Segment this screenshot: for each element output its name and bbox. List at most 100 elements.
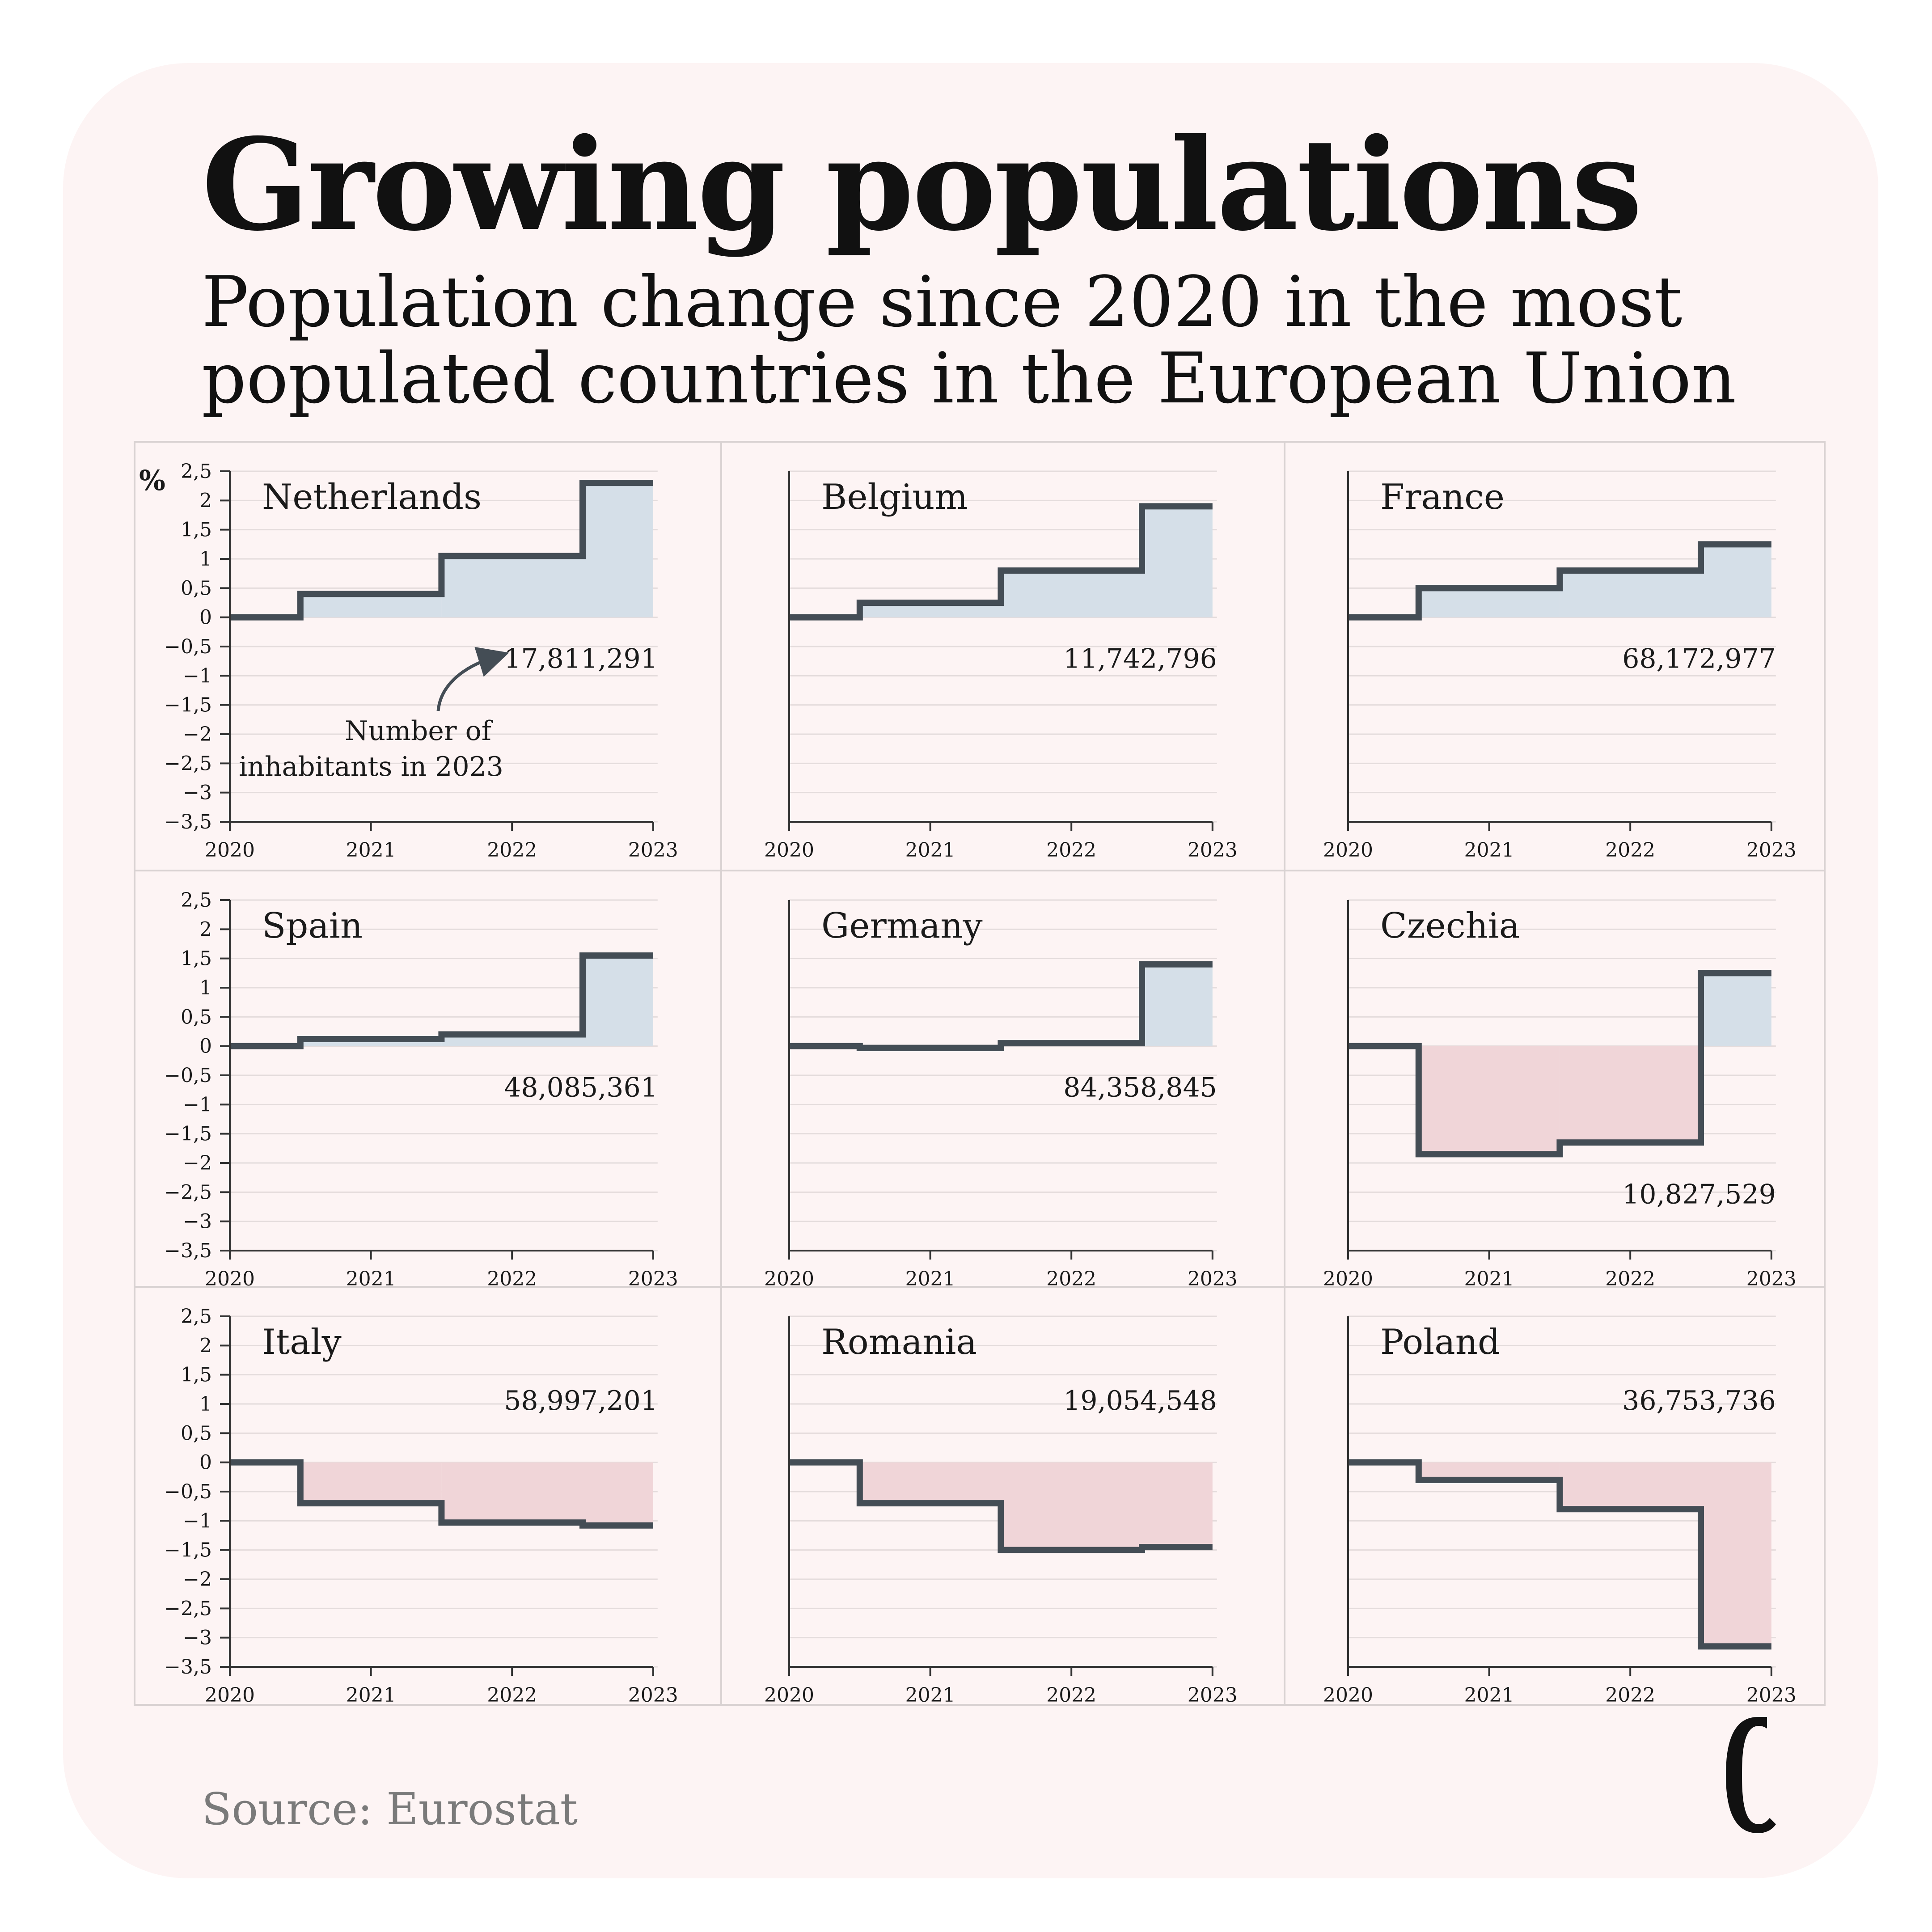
area-segment — [583, 955, 653, 1046]
y-tick-label: 0 — [199, 1035, 212, 1058]
x-tick-label: 2021 — [905, 1684, 955, 1707]
x-tick-label: 2020 — [764, 1268, 814, 1290]
y-tick-label: −2 — [183, 723, 212, 746]
area-segment — [1001, 571, 1142, 617]
y-tick-label: −3,5 — [164, 1656, 212, 1678]
x-tick-label: 2023 — [1746, 839, 1797, 862]
y-tick-label: −2,5 — [164, 1181, 212, 1204]
y-tick-label: 1 — [199, 548, 212, 571]
y-tick-label: 0 — [199, 1451, 212, 1474]
population-label: 10,827,529 — [1622, 1179, 1776, 1210]
series-line — [789, 961, 1213, 1051]
area-segment — [1142, 1462, 1213, 1547]
x-tick-label: 2021 — [346, 1684, 396, 1707]
x-tick-label: 2022 — [1046, 839, 1096, 862]
y-unit-label: % — [139, 464, 165, 497]
x-tick-label: 2022 — [487, 839, 537, 862]
x-tick-label: 2022 — [1605, 839, 1655, 862]
y-tick-label: −0,5 — [164, 635, 212, 658]
annotation-text: inhabitants in 2023 — [239, 751, 503, 782]
x-tick-label: 2022 — [487, 1684, 537, 1707]
population-label: 17,811,291 — [504, 643, 658, 675]
population-label: 19,054,548 — [1063, 1385, 1217, 1416]
area-segment — [441, 556, 583, 617]
population-label: 58,997,201 — [504, 1385, 658, 1416]
y-tick-label: 2 — [199, 489, 212, 512]
x-tick-label: 2021 — [905, 1268, 955, 1290]
y-tick-label: 1,5 — [181, 947, 212, 970]
y-tick-label: 2,5 — [181, 1305, 212, 1328]
chart-title: Growing populations — [202, 110, 1642, 259]
x-tick-label: 2023 — [1188, 839, 1238, 862]
card-background — [63, 63, 1878, 1878]
y-tick-label: 2 — [199, 918, 212, 941]
y-tick-label: −3 — [183, 782, 212, 804]
area-segment — [1701, 1462, 1771, 1647]
area-segment — [300, 594, 442, 617]
country-label: Romania — [821, 1322, 977, 1362]
x-tick-label: 2021 — [346, 839, 396, 862]
annotation-text: Number of — [345, 715, 493, 747]
x-tick-label: 2023 — [628, 1684, 678, 1707]
y-tick-label: −2,5 — [164, 752, 212, 775]
area-segment — [859, 1462, 1001, 1504]
x-tick-label: 2023 — [1746, 1684, 1797, 1707]
panel-poland: 2020 2021 2022 2023 Poland 36,753,736 — [1323, 1315, 1797, 1707]
x-tick-label: 2023 — [1746, 1268, 1797, 1290]
area-segment — [1560, 571, 1701, 617]
x-tick-label: 2020 — [1323, 1684, 1373, 1707]
area-segment — [1701, 544, 1771, 617]
x-tick-label: 2020 — [205, 1684, 255, 1707]
series-line — [230, 1459, 653, 1529]
publisher-logo-icon — [1726, 1717, 1776, 1833]
series-line — [1348, 1459, 1771, 1650]
population-label: 68,172,977 — [1622, 643, 1776, 675]
source-note: Source: Eurostat — [202, 1784, 578, 1835]
y-tick-label: −1 — [183, 1093, 212, 1116]
population-label: 11,742,796 — [1063, 643, 1217, 675]
x-tick-label: 2020 — [205, 1268, 255, 1290]
panel-romania: 2020 2021 2022 2023 Romania 19,054,548 — [764, 1315, 1238, 1707]
population-label: 36,753,736 — [1622, 1385, 1776, 1416]
y-tick-label: 0,5 — [181, 1006, 212, 1028]
y-tick-label: 2,5 — [181, 889, 212, 912]
area-segment — [583, 1462, 653, 1526]
y-tick-label: 1 — [199, 1393, 212, 1416]
country-label: Belgium — [821, 477, 968, 517]
country-label: Netherlands — [262, 477, 482, 517]
y-tick-label: 2,5 — [181, 460, 212, 483]
y-tick-label: 2 — [199, 1334, 212, 1357]
series-line — [230, 952, 653, 1049]
x-tick-label: 2021 — [905, 839, 955, 862]
y-tick-label: −1 — [183, 1509, 212, 1532]
y-tick-label: −2,5 — [164, 1597, 212, 1620]
country-label: Spain — [262, 906, 363, 946]
area-segment — [1560, 1462, 1701, 1509]
panel-italy: 2,5 2 1,5 1 0,5 0 −0,5 −1 −1,5 −2 −2,5 −3 −3,5 2020 20… — [164, 1305, 678, 1707]
annotation-arrow — [436, 647, 509, 711]
x-tick-label: 2020 — [764, 1684, 814, 1707]
x-tick-label: 2022 — [1046, 1684, 1096, 1707]
y-tick-label: 0,5 — [181, 1422, 212, 1445]
y-tick-label: −1,5 — [164, 694, 212, 717]
series-line — [789, 1459, 1213, 1553]
x-tick-label: 2020 — [1323, 1268, 1373, 1290]
chart-subtitle: Population change since 2020 in the most… — [202, 261, 1737, 419]
panel-germany: 2020 2021 2022 2023 Germany 84,358,845 — [764, 899, 1238, 1290]
y-tick-label: −1,5 — [164, 1539, 212, 1562]
y-tick-label: −1,5 — [164, 1123, 212, 1146]
y-tick-label: −3,5 — [164, 811, 212, 833]
y-tick-label: 0 — [199, 606, 212, 629]
country-label: France — [1380, 477, 1505, 517]
x-tick-label: 2021 — [346, 1268, 396, 1290]
x-tick-label: 2023 — [628, 839, 678, 862]
population-label: 84,358,845 — [1063, 1072, 1217, 1103]
y-tick-label: −1 — [183, 664, 212, 687]
panel-czechia: 2020 2021 2022 2023 Czechia 10,827,529 — [1323, 899, 1797, 1290]
area-segment — [1142, 964, 1213, 1046]
x-tick-label: 2023 — [628, 1268, 678, 1290]
country-label: Czechia — [1380, 906, 1520, 946]
area-segment — [300, 1462, 442, 1504]
series-line — [1348, 541, 1771, 621]
country-label: Italy — [262, 1322, 342, 1362]
